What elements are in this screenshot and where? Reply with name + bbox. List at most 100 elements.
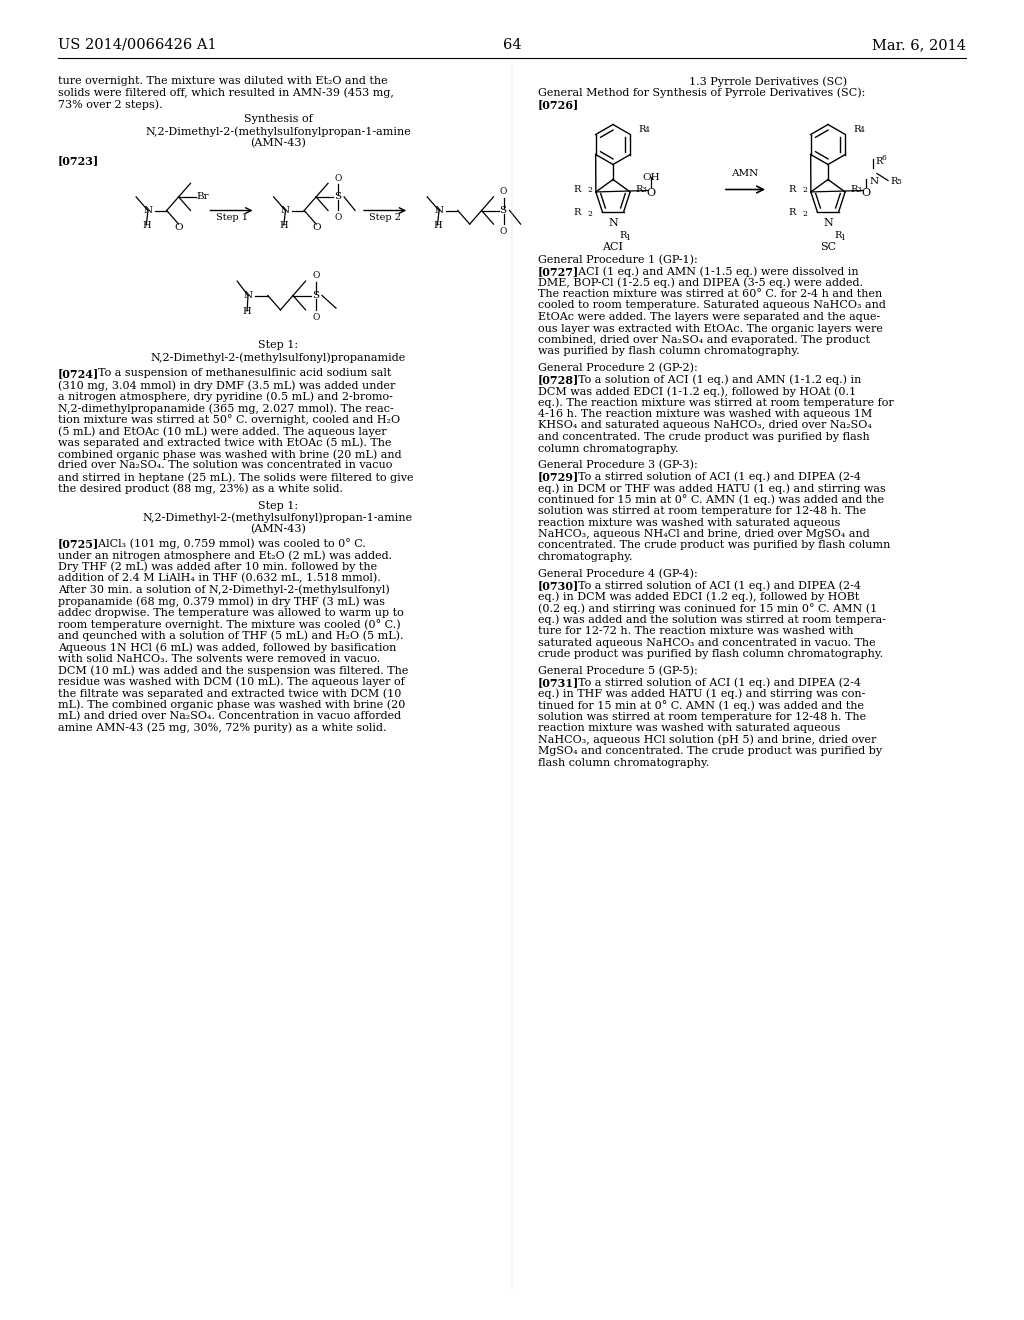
Text: R: R — [573, 185, 581, 194]
Text: chromatography.: chromatography. — [538, 552, 634, 562]
Text: Synthesis of: Synthesis of — [244, 115, 312, 124]
Text: AMN: AMN — [731, 169, 759, 177]
Text: After 30 min. a solution of N,2-Dimethyl-2-(methylsulfonyl): After 30 min. a solution of N,2-Dimethyl… — [58, 585, 390, 595]
Text: H: H — [280, 222, 288, 230]
Text: O: O — [646, 187, 655, 198]
Text: residue was washed with DCM (10 mL). The aqueous layer of: residue was washed with DCM (10 mL). The… — [58, 676, 404, 688]
Text: DME, BOP-Cl (1-2.5 eq.) and DIPEA (3-5 eq.) were added.: DME, BOP-Cl (1-2.5 eq.) and DIPEA (3-5 e… — [538, 277, 863, 288]
Text: (AMN-43): (AMN-43) — [250, 137, 306, 148]
Text: (5 mL) and EtOAc (10 mL) were added. The aqueous layer: (5 mL) and EtOAc (10 mL) were added. The… — [58, 426, 387, 437]
Text: mL) and dried over Na₂SO₄. Concentration in vacuo afforded: mL) and dried over Na₂SO₄. Concentration… — [58, 711, 401, 721]
Text: was separated and extracted twice with EtOAc (5 mL). The: was separated and extracted twice with E… — [58, 437, 391, 447]
Text: R: R — [788, 209, 796, 216]
Text: 64: 64 — [503, 38, 521, 51]
Text: To a stirred solution of ACI (1 eq.) and DIPEA (2-4: To a stirred solution of ACI (1 eq.) and… — [567, 677, 861, 688]
Text: S: S — [500, 206, 507, 215]
Text: the filtrate was separated and extracted twice with DCM (10: the filtrate was separated and extracted… — [58, 688, 401, 698]
Text: combined, dried over Na₂SO₄ and evaporated. The product: combined, dried over Na₂SO₄ and evaporat… — [538, 335, 870, 345]
Text: saturated aqueous NaHCO₃ and concentrated in vacuo. The: saturated aqueous NaHCO₃ and concentrate… — [538, 638, 876, 648]
Text: eq.) in DCM was added EDCI (1.2 eq.), followed by HOBt: eq.) in DCM was added EDCI (1.2 eq.), fo… — [538, 591, 859, 602]
Text: eq.) in DCM or THF was added HATU (1 eq.) and stirring was: eq.) in DCM or THF was added HATU (1 eq.… — [538, 483, 886, 494]
Text: R: R — [890, 177, 897, 186]
Text: O: O — [312, 272, 319, 281]
Text: N: N — [434, 206, 443, 215]
Text: (0.2 eq.) and stirring was coninued for 15 min 0° C. AMN (1: (0.2 eq.) and stirring was coninued for … — [538, 603, 878, 614]
Text: ACI (1 eq.) and AMN (1-1.5 eq.) were dissolved in: ACI (1 eq.) and AMN (1-1.5 eq.) were dis… — [567, 267, 858, 277]
Text: NaHCO₃, aqueous HCl solution (pH 5) and brine, dried over: NaHCO₃, aqueous HCl solution (pH 5) and … — [538, 734, 877, 744]
Text: amine AMN-43 (25 mg, 30%, 72% purity) as a white solid.: amine AMN-43 (25 mg, 30%, 72% purity) as… — [58, 722, 386, 733]
Text: General Procedure 2 (GP-2):: General Procedure 2 (GP-2): — [538, 363, 697, 374]
Text: R: R — [573, 209, 581, 216]
Text: 6: 6 — [881, 154, 886, 162]
Text: [0730]: [0730] — [538, 579, 580, 591]
Text: Step 1: Step 1 — [215, 214, 248, 223]
Text: reaction mixture was washed with saturated aqueous: reaction mixture was washed with saturat… — [538, 723, 841, 733]
Text: General Procedure 5 (GP-5):: General Procedure 5 (GP-5): — [538, 665, 697, 676]
Text: [0729]: [0729] — [538, 471, 580, 483]
Text: dried over Na₂SO₄. The solution was concentrated in vacuo: dried over Na₂SO₄. The solution was conc… — [58, 461, 392, 470]
Text: [0726]: [0726] — [538, 99, 580, 110]
Text: eq.) was added and the solution was stirred at room tempera-: eq.) was added and the solution was stir… — [538, 615, 886, 626]
Text: 2: 2 — [802, 210, 807, 218]
Text: eq.) in THF was added HATU (1 eq.) and stirring was con-: eq.) in THF was added HATU (1 eq.) and s… — [538, 689, 865, 700]
Text: (AMN-43): (AMN-43) — [250, 524, 306, 535]
Text: SC: SC — [820, 243, 836, 252]
Text: R: R — [834, 231, 842, 240]
Text: tion mixture was stirred at 50° C. overnight, cooled and H₂O: tion mixture was stirred at 50° C. overn… — [58, 414, 400, 425]
Text: General Procedure 1 (GP-1):: General Procedure 1 (GP-1): — [538, 255, 697, 265]
Text: N: N — [823, 219, 833, 228]
Text: 73% over 2 steps).: 73% over 2 steps). — [58, 99, 163, 110]
Text: combined organic phase was washed with brine (20 mL) and: combined organic phase was washed with b… — [58, 449, 401, 459]
Text: mL). The combined organic phase was washed with brine (20: mL). The combined organic phase was wash… — [58, 700, 406, 710]
Text: 1: 1 — [840, 234, 845, 242]
Text: N: N — [281, 206, 290, 215]
Text: under an nitrogen atmosphere and Et₂O (2 mL) was added.: under an nitrogen atmosphere and Et₂O (2… — [58, 550, 392, 561]
Text: reaction mixture was washed with saturated aqueous: reaction mixture was washed with saturat… — [538, 517, 841, 528]
Text: To a stirred solution of ACI (1 eq.) and DIPEA (2-4: To a stirred solution of ACI (1 eq.) and… — [567, 579, 861, 590]
Text: 1.3 Pyrrole Derivatives (SC): 1.3 Pyrrole Derivatives (SC) — [689, 77, 847, 87]
Text: ous layer was extracted with EtOAc. The organic layers were: ous layer was extracted with EtOAc. The … — [538, 323, 883, 334]
Text: Step 1:: Step 1: — [258, 341, 298, 351]
Text: solids were filtered off, which resulted in AMN-39 (453 mg,: solids were filtered off, which resulted… — [58, 87, 394, 98]
Text: R: R — [874, 157, 883, 165]
Text: US 2014/0066426 A1: US 2014/0066426 A1 — [58, 38, 217, 51]
Text: OH: OH — [642, 173, 659, 182]
Text: and qeunched with a solution of THF (5 mL) and H₂O (5 mL).: and qeunched with a solution of THF (5 m… — [58, 631, 403, 642]
Text: DCM (10 mL) was added and the suspension was filtered. The: DCM (10 mL) was added and the suspension… — [58, 665, 409, 676]
Text: R: R — [635, 185, 642, 194]
Text: propanamide (68 mg, 0.379 mmol) in dry THF (3 mL) was: propanamide (68 mg, 0.379 mmol) in dry T… — [58, 597, 385, 607]
Text: R: R — [788, 185, 796, 194]
Text: O: O — [861, 187, 870, 198]
Text: To a suspension of methanesulfinic acid sodium salt: To a suspension of methanesulfinic acid … — [87, 368, 391, 379]
Text: tinued for 15 min at 0° C. AMN (1 eq.) was added and the: tinued for 15 min at 0° C. AMN (1 eq.) w… — [538, 700, 864, 711]
Text: H: H — [243, 308, 252, 317]
Text: O: O — [335, 174, 342, 183]
Text: DCM was added EDCI (1-1.2 eq.), followed by HOAt (0.1: DCM was added EDCI (1-1.2 eq.), followed… — [538, 385, 856, 396]
Text: 3: 3 — [856, 186, 861, 194]
Text: General Method for Synthesis of Pyrrole Derivatives (SC):: General Method for Synthesis of Pyrrole … — [538, 87, 865, 98]
Text: [0728]: [0728] — [538, 375, 580, 385]
Text: The reaction mixture was stirred at 60° C. for 2-4 h and then: The reaction mixture was stirred at 60° … — [538, 289, 883, 300]
Text: solution was stirred at room temperature for 12-48 h. The: solution was stirred at room temperature… — [538, 711, 866, 722]
Text: 4: 4 — [860, 127, 865, 135]
Text: concentrated. The crude product was purified by flash column: concentrated. The crude product was puri… — [538, 540, 891, 550]
Text: 2: 2 — [587, 210, 592, 218]
Text: Dry THF (2 mL) was added after 10 min. followed by the: Dry THF (2 mL) was added after 10 min. f… — [58, 561, 377, 572]
Text: addec dropwise. The temperature was allowed to warm up to: addec dropwise. The temperature was allo… — [58, 607, 403, 618]
Text: H: H — [433, 222, 441, 230]
Text: Step 2: Step 2 — [369, 214, 401, 223]
Text: N,2-Dimethyl-2-(methylsulfonyl)propan-1-amine: N,2-Dimethyl-2-(methylsulfonyl)propan-1-… — [143, 512, 413, 523]
Text: crude product was purified by flash column chromatography.: crude product was purified by flash colu… — [538, 649, 883, 659]
Text: To a stirred solution of ACI (1 eq.) and DIPEA (2-4: To a stirred solution of ACI (1 eq.) and… — [567, 471, 861, 482]
Text: Br: Br — [197, 193, 209, 202]
Text: N,2-dimethylpropanamide (365 mg, 2.027 mmol). The reac-: N,2-dimethylpropanamide (365 mg, 2.027 m… — [58, 403, 394, 413]
Text: O: O — [312, 223, 321, 232]
Text: continued for 15 min at 0° C. AMN (1 eq.) was added and the: continued for 15 min at 0° C. AMN (1 eq.… — [538, 495, 884, 506]
Text: H: H — [142, 222, 151, 230]
Text: N,2-Dimethyl-2-(methylsulfonylpropan-1-amine: N,2-Dimethyl-2-(methylsulfonylpropan-1-a… — [145, 125, 411, 136]
Text: the desired product (88 mg, 23%) as a white solid.: the desired product (88 mg, 23%) as a wh… — [58, 483, 343, 494]
Text: ture for 12-72 h. The reaction mixture was washed with: ture for 12-72 h. The reaction mixture w… — [538, 626, 853, 636]
Text: O: O — [312, 313, 319, 322]
Text: 2: 2 — [802, 186, 807, 194]
Text: 2: 2 — [587, 186, 592, 194]
